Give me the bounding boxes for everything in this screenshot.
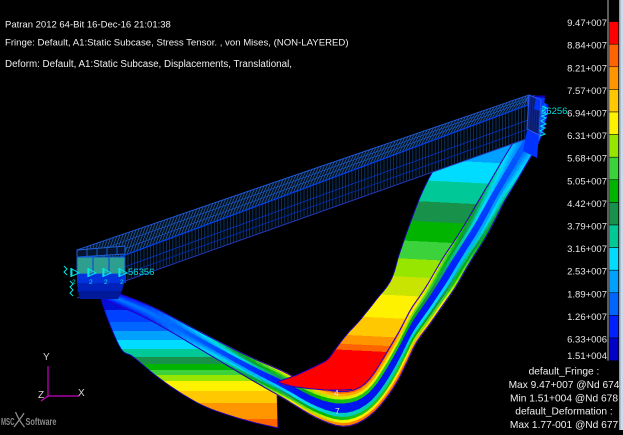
svg-text:Y: Y [43,352,50,363]
svg-text:default_Deformation :: default_Deformation : [515,407,612,418]
svg-text:56356: 56356 [128,267,154,278]
svg-text:5.68+007: 5.68+007 [567,154,607,165]
svg-text:Patran 2012 64-Bit 16-Dec-16 2: Patran 2012 64-Bit 16-Dec-16 21:01:38 [5,19,171,30]
svg-text:MSC: MSC [1,417,15,428]
svg-text:2: 2 [104,279,108,286]
svg-text:X: X [78,388,85,399]
svg-text:6.94+007: 6.94+007 [567,109,607,120]
svg-text:4.42+007: 4.42+007 [567,199,607,210]
svg-text:4: 4 [334,388,339,398]
svg-text:6.31+007: 6.31+007 [567,131,607,142]
svg-text:8.21+007: 8.21+007 [567,63,607,74]
svg-text:1.51+004: 1.51+004 [567,351,607,362]
svg-text:Min 1.51+004 @Nd 678: Min 1.51+004 @Nd 678 [510,394,618,405]
svg-text:1.26+007: 1.26+007 [567,312,607,323]
svg-text:Fringe: Default, A1:Static Sub: Fringe: Default, A1:Static Subcase, Stre… [5,37,349,48]
svg-text:2: 2 [89,279,93,286]
svg-text:56256: 56256 [541,106,567,117]
svg-text:6.33+006: 6.33+006 [567,335,607,346]
svg-text:7: 7 [335,406,340,416]
svg-text:3.79+007: 3.79+007 [567,222,607,233]
svg-text:3.16+007: 3.16+007 [567,244,607,255]
svg-text:Deform: Default, A1:Static Sub: Deform: Default, A1:Static Subcase, Disp… [5,59,292,70]
svg-text:2: 2 [120,279,124,286]
svg-text:1.89+007: 1.89+007 [567,289,607,300]
svg-text:default_Fringe :: default_Fringe : [529,367,600,378]
svg-text:Max 9.47+007 @Nd 674: Max 9.47+007 @Nd 674 [509,380,620,391]
svg-text:Software: Software [26,417,57,428]
svg-text:2: 2 [72,279,76,286]
svg-text:2.53+007: 2.53+007 [567,267,607,278]
svg-text:7.57+007: 7.57+007 [567,86,607,97]
svg-text:5.05+007: 5.05+007 [567,176,607,187]
svg-text:8.84+007: 8.84+007 [567,41,607,52]
svg-text:Max 1.77-001 @Nd 677: Max 1.77-001 @Nd 677 [510,420,619,430]
svg-text:9.47+007: 9.47+007 [567,18,607,29]
svg-text:Z: Z [38,390,44,401]
